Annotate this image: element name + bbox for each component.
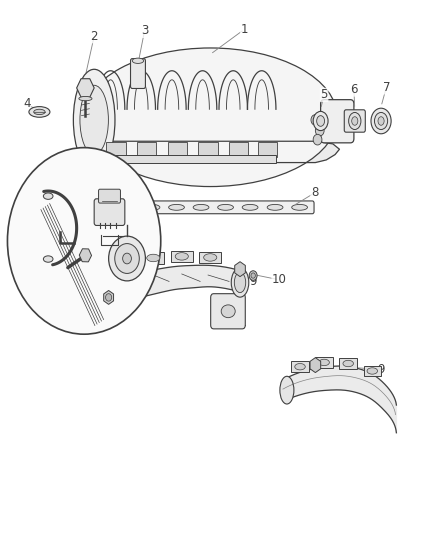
Bar: [315, 357, 333, 368]
Ellipse shape: [169, 204, 184, 211]
Ellipse shape: [319, 359, 329, 366]
Text: 6: 6: [350, 83, 358, 96]
Bar: [114, 256, 136, 268]
Circle shape: [109, 236, 145, 281]
Ellipse shape: [280, 376, 294, 404]
FancyBboxPatch shape: [99, 189, 120, 203]
Ellipse shape: [95, 298, 111, 320]
Ellipse shape: [292, 204, 307, 211]
FancyBboxPatch shape: [107, 201, 314, 214]
Text: 8: 8: [311, 187, 318, 199]
Ellipse shape: [43, 193, 53, 199]
Ellipse shape: [34, 109, 45, 115]
Ellipse shape: [242, 204, 258, 211]
Ellipse shape: [118, 258, 131, 265]
FancyBboxPatch shape: [344, 110, 365, 132]
Bar: [364, 366, 381, 376]
Ellipse shape: [80, 85, 109, 155]
Text: 15: 15: [44, 212, 59, 225]
Ellipse shape: [43, 256, 53, 262]
Ellipse shape: [352, 117, 358, 125]
Ellipse shape: [29, 107, 50, 117]
Ellipse shape: [374, 112, 388, 130]
Ellipse shape: [193, 204, 209, 211]
Bar: [107, 155, 276, 163]
Ellipse shape: [313, 111, 328, 131]
Ellipse shape: [349, 112, 361, 130]
Polygon shape: [74, 141, 339, 163]
Text: 2: 2: [90, 30, 98, 43]
Circle shape: [249, 271, 257, 280]
Bar: [258, 142, 277, 157]
Circle shape: [7, 148, 161, 334]
FancyBboxPatch shape: [211, 294, 245, 329]
Bar: [106, 142, 126, 157]
Ellipse shape: [147, 254, 160, 262]
Ellipse shape: [317, 116, 325, 126]
Ellipse shape: [231, 268, 249, 297]
Text: 10: 10: [272, 273, 287, 286]
Circle shape: [313, 134, 322, 145]
Ellipse shape: [295, 364, 305, 370]
Text: 1: 1: [240, 23, 248, 36]
Ellipse shape: [218, 204, 233, 211]
Text: 13: 13: [109, 188, 124, 201]
Text: 9: 9: [377, 363, 385, 376]
Ellipse shape: [79, 96, 92, 101]
Text: 9: 9: [249, 275, 257, 288]
Bar: [339, 358, 357, 369]
Text: 12: 12: [100, 297, 115, 310]
Ellipse shape: [343, 360, 353, 367]
Text: 14: 14: [131, 224, 145, 237]
Circle shape: [106, 294, 112, 301]
Text: 7: 7: [382, 81, 390, 94]
Ellipse shape: [221, 305, 235, 318]
Bar: [198, 142, 218, 157]
Ellipse shape: [83, 48, 337, 187]
Ellipse shape: [74, 69, 115, 171]
Bar: [137, 142, 156, 157]
Ellipse shape: [378, 117, 384, 125]
Text: 5: 5: [321, 88, 328, 101]
FancyBboxPatch shape: [94, 199, 125, 225]
FancyBboxPatch shape: [321, 100, 354, 143]
Text: 3: 3: [141, 25, 148, 37]
Bar: [291, 361, 309, 372]
Text: 4: 4: [23, 98, 31, 110]
Ellipse shape: [204, 254, 217, 261]
Ellipse shape: [144, 204, 160, 211]
Ellipse shape: [175, 253, 188, 260]
Ellipse shape: [371, 108, 391, 134]
Polygon shape: [101, 265, 243, 322]
Circle shape: [115, 244, 139, 273]
Text: 16: 16: [72, 257, 87, 270]
Circle shape: [311, 115, 320, 125]
Ellipse shape: [367, 368, 378, 374]
Ellipse shape: [267, 204, 283, 211]
Bar: [199, 252, 221, 263]
Ellipse shape: [132, 58, 144, 63]
Text: 11: 11: [233, 316, 247, 329]
Polygon shape: [284, 366, 396, 433]
Circle shape: [251, 273, 255, 278]
Bar: [168, 142, 187, 157]
FancyBboxPatch shape: [131, 59, 145, 88]
Bar: [142, 252, 164, 264]
Ellipse shape: [234, 272, 246, 293]
Bar: [229, 142, 248, 157]
Circle shape: [123, 253, 131, 264]
Ellipse shape: [120, 204, 135, 211]
Circle shape: [315, 125, 324, 136]
Bar: [171, 251, 193, 262]
